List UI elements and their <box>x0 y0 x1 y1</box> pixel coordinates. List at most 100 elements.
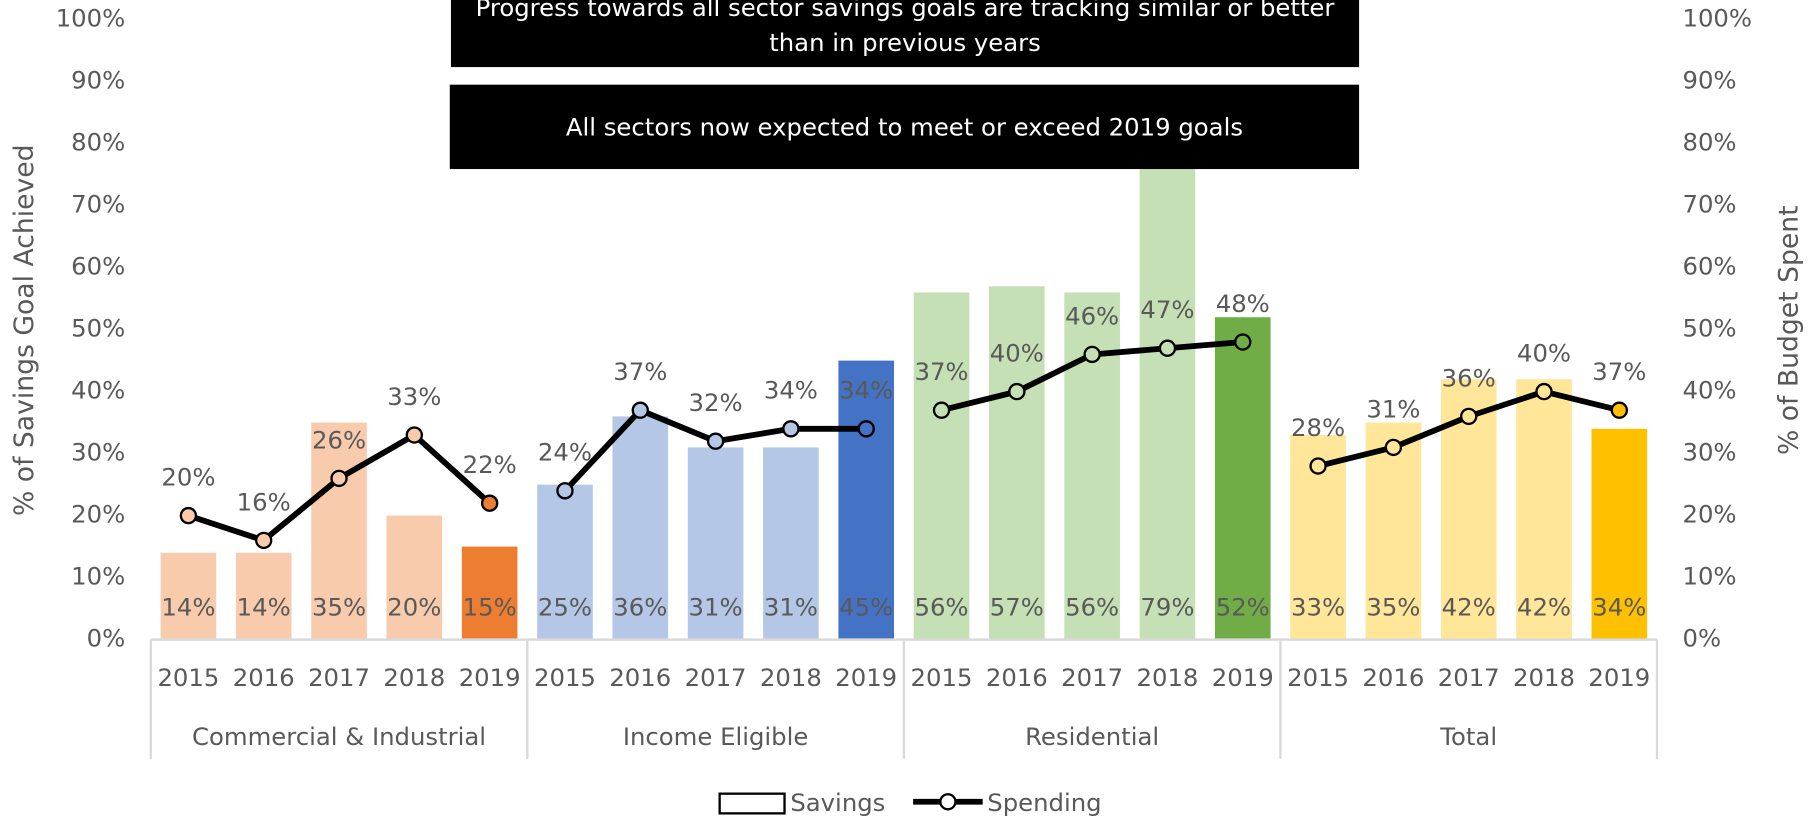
spending-marker <box>1384 438 1403 457</box>
bar <box>1365 422 1422 640</box>
spending-marker <box>405 426 424 444</box>
line-label: 33% <box>387 382 441 411</box>
y2-tick-label: 40% <box>1682 376 1736 405</box>
spending-marker <box>1460 407 1478 426</box>
bar <box>687 447 744 640</box>
bar <box>1591 428 1648 640</box>
y2-tick-label: 70% <box>1682 190 1736 219</box>
line-label: 46% <box>1065 301 1119 330</box>
x-tick-label: 2018 <box>760 663 822 692</box>
line-label: 20% <box>161 463 215 492</box>
bar-label: 15% <box>463 592 517 621</box>
y-tick-label: 50% <box>71 314 125 343</box>
spending-marker <box>1083 345 1101 364</box>
spending-marker <box>179 506 198 525</box>
y2-tick-label: 50% <box>1682 314 1736 343</box>
spending-marker <box>857 420 875 438</box>
line-label: 37% <box>1592 357 1646 386</box>
y2-tick-label: 0% <box>1682 624 1721 653</box>
bar <box>386 515 443 640</box>
y-tick-label: 70% <box>71 190 125 219</box>
line-label: 34% <box>764 376 818 405</box>
group-label: Total <box>1439 722 1497 751</box>
line-label: 48% <box>1216 289 1270 318</box>
x-tick-label: 2015 <box>1287 663 1349 692</box>
spending-marker <box>1610 401 1629 419</box>
y2-tick-label: 30% <box>1682 438 1736 467</box>
y2-tick-label: 60% <box>1682 252 1736 281</box>
x-tick-label: 2016 <box>1362 663 1424 692</box>
y2-tick-label: 20% <box>1682 500 1736 529</box>
spending-marker <box>1234 333 1252 351</box>
bar-label: 45% <box>839 592 893 621</box>
x-tick-label: 2018 <box>1513 663 1575 692</box>
spending-marker <box>1008 382 1026 401</box>
spending-marker <box>932 401 951 419</box>
x-tick-label: 2015 <box>534 663 596 692</box>
annotation-box: All sectors now expected to meet or exce… <box>449 84 1360 170</box>
bar-label: 14% <box>237 592 291 621</box>
bar-label: 34% <box>1592 592 1646 621</box>
bar <box>1064 292 1120 640</box>
line-label: 47% <box>1140 295 1194 324</box>
bar <box>1516 379 1572 640</box>
x-tick-label: 2017 <box>1061 663 1123 692</box>
legend-marker <box>939 793 957 811</box>
spending-marker <box>330 469 348 488</box>
bar-label: 79% <box>1140 592 1194 621</box>
spending-marker <box>631 401 649 419</box>
x-tick-label: 2016 <box>233 663 295 692</box>
y2-tick-label: 90% <box>1682 66 1736 95</box>
bar <box>311 422 367 640</box>
line-label: 28% <box>1291 413 1345 442</box>
y-tick-label: 40% <box>71 376 125 405</box>
line-label: 34% <box>839 376 893 405</box>
bar <box>838 360 895 640</box>
y2-tick-label: 100% <box>1682 4 1752 33</box>
bar-label: 42% <box>1517 592 1571 621</box>
bar <box>235 552 292 640</box>
bar-label: 31% <box>689 592 743 621</box>
x-tick-label: 2017 <box>1438 663 1500 692</box>
spending-marker <box>1158 339 1177 357</box>
bar-label: 52% <box>1216 592 1270 621</box>
bar <box>612 416 669 640</box>
y-tick-label: 20% <box>71 500 125 529</box>
legend: Savings Spending <box>718 788 1102 817</box>
y2-axis-title: % of Budget Spent <box>1774 205 1805 455</box>
line-label: 22% <box>463 450 517 479</box>
x-tick-label: 2019 <box>1588 663 1650 692</box>
line-label: 26% <box>312 425 366 454</box>
x-tick-label: 2015 <box>911 663 973 692</box>
y-tick-label: 100% <box>56 4 126 33</box>
bar <box>1214 317 1271 640</box>
y-tick-label: 90% <box>71 66 125 95</box>
x-tick-label: 2016 <box>609 663 671 692</box>
group-label: Income Eligible <box>623 722 809 751</box>
bar-label: 57% <box>990 592 1044 621</box>
spending-marker <box>556 482 574 500</box>
line-label: 36% <box>1442 363 1496 392</box>
y2-tick-label: 10% <box>1682 562 1736 591</box>
annotation-box: Progress towards all sector savings goal… <box>450 0 1360 68</box>
y2-tick-label: 80% <box>1682 128 1736 157</box>
x-tick-label: 2018 <box>383 663 445 692</box>
bar <box>763 447 819 640</box>
bar <box>537 484 593 640</box>
line-label: 37% <box>914 357 968 386</box>
y-tick-label: 60% <box>71 252 125 281</box>
line-label: 40% <box>990 339 1044 368</box>
line-label: 37% <box>613 357 667 386</box>
line-label: 32% <box>689 388 743 417</box>
bar-label: 20% <box>387 592 441 621</box>
legend-label: Spending <box>987 788 1101 817</box>
y-tick-label: 0% <box>87 624 126 653</box>
annotation: All sectors now expected to meet or exce… <box>449 84 1360 170</box>
x-tick-label: 2016 <box>986 663 1048 692</box>
bar <box>1139 149 1196 640</box>
bar <box>461 546 518 640</box>
x-tick-label: 2019 <box>459 663 521 692</box>
spending-marker <box>480 494 499 512</box>
spending-marker <box>782 420 800 438</box>
bar-label: 33% <box>1291 592 1345 621</box>
